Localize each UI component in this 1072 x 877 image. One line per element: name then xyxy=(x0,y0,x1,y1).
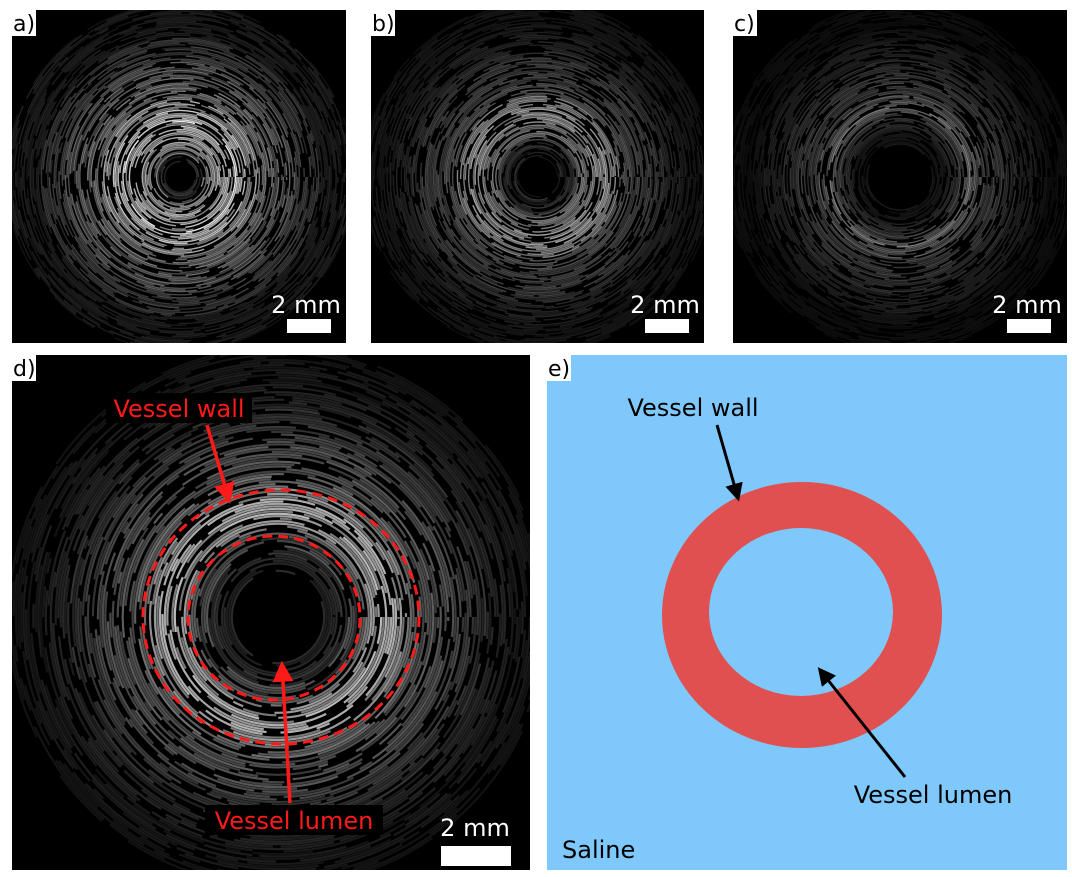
annotation: Vessel wall xyxy=(627,394,758,422)
figure: a) b) c) d) e) 2 mm 2 mm 2 mm 2 mm Vesse… xyxy=(0,0,1072,873)
scale-bar-label: 2 mm xyxy=(630,291,700,319)
scale-bar xyxy=(441,846,511,866)
annotation: Vessel wall xyxy=(113,395,244,423)
annotation: Vessel lumen xyxy=(215,807,374,835)
scale-bar xyxy=(645,319,689,333)
region-label: Saline xyxy=(562,836,635,864)
scale-bar xyxy=(287,319,331,333)
panel-label: e) xyxy=(548,357,570,382)
scale-bar-label: 2 mm xyxy=(440,814,510,842)
panel-label: d) xyxy=(13,357,36,382)
scale-bar-label: 2 mm xyxy=(992,291,1062,319)
panel-label: c) xyxy=(734,12,755,37)
annotation: Vessel lumen xyxy=(854,781,1013,809)
panel-label: b) xyxy=(372,12,395,37)
scale-bar-label: 2 mm xyxy=(271,291,341,319)
scale-bar xyxy=(1007,319,1051,333)
panel-label: a) xyxy=(13,12,35,37)
